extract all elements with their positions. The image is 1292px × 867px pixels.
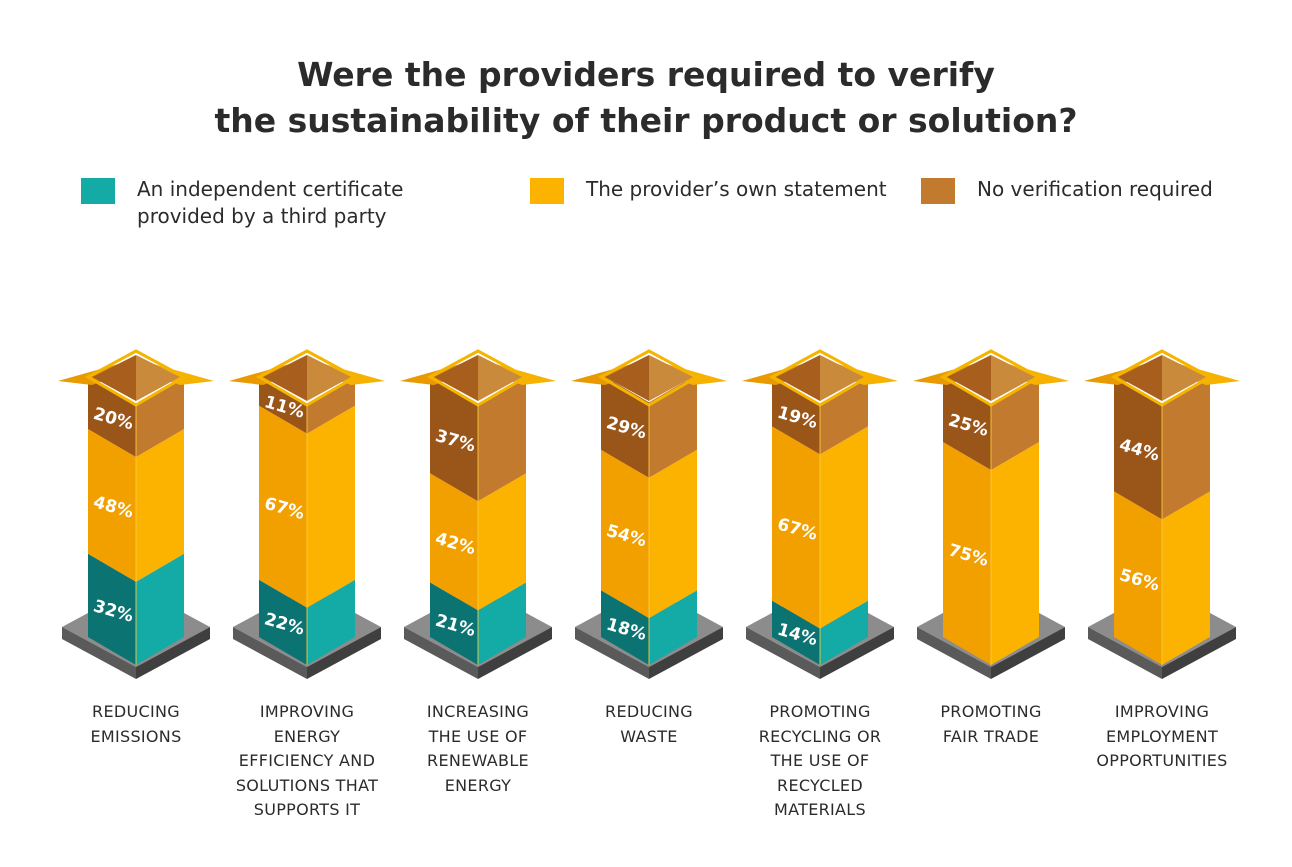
bar-segment-left [772, 377, 820, 455]
bar-segment-left [88, 553, 136, 665]
bar-segment-right [307, 579, 355, 665]
bar-top-inner-left [605, 355, 649, 401]
bar-segment-right [991, 442, 1039, 665]
bar-top-inner-right [820, 355, 864, 401]
bar-base-side-left [746, 627, 820, 679]
legend-label-no-verification: No verification required [977, 177, 1213, 201]
category-label: Promoting recycling or the use of recycl… [758, 702, 882, 819]
bar-base-side-left [233, 627, 307, 679]
chart-title-line1: Were the providers required to verify [297, 55, 995, 94]
bar-segment-right [136, 553, 184, 665]
bar-base-side-left [575, 627, 649, 679]
bar-segment-right [649, 449, 697, 619]
bar-base-side-left [62, 627, 136, 679]
legend-swatch-own-statement [530, 178, 564, 204]
category-label: Promoting fair trade [940, 702, 1042, 746]
bar-segment-right [1162, 377, 1210, 520]
bar-top-inner-right [649, 355, 693, 401]
bar-top-rim [597, 349, 701, 407]
bar-segment-left [943, 442, 991, 665]
bar-segment-left [259, 405, 307, 608]
bar-top-rim [1110, 349, 1214, 407]
bar-segment-left [601, 374, 649, 478]
chart-title-line2: the sustainability of their product or s… [214, 101, 1078, 140]
legend-swatch-third-party [81, 178, 115, 204]
bar-base-side-left [917, 627, 991, 679]
bar-segment-left [88, 377, 136, 457]
bar-segment-right [307, 377, 355, 434]
bar-segment-right [991, 377, 1039, 470]
bar-segment-right [820, 600, 868, 665]
bar-base-side-right [991, 627, 1065, 679]
bar-top-inner-left [776, 355, 820, 401]
bar-segment-left [430, 582, 478, 665]
bar-top-rim [255, 349, 359, 407]
bar-segment-left [943, 377, 991, 470]
bar-segment-right [478, 473, 526, 611]
bar-segment-left [772, 600, 820, 665]
bar-top-inner-left [947, 355, 991, 401]
category-label: Reducing waste [605, 702, 693, 746]
bar-segment-right [1162, 491, 1210, 665]
bar-segment-left [772, 426, 820, 629]
legend-label-third-party: An independent certificate provided by a… [137, 177, 404, 228]
legend-item-third-party: An independent certificate provided by a… [81, 177, 404, 230]
bar-top-inner-right [136, 355, 180, 401]
category-label: Increasing the use of renewable energy [426, 702, 530, 795]
legend-swatch-no-verification [921, 178, 955, 204]
bar-segment-right [820, 426, 868, 629]
bar-segment-right [649, 374, 697, 478]
bar-segment-right [820, 377, 868, 455]
bar-base-side-left [404, 627, 478, 679]
bar-top-rim [426, 349, 530, 407]
bar-segment-left [259, 377, 307, 434]
bar-base-side-right [649, 627, 723, 679]
bar-top-rim [768, 349, 872, 407]
bar-segment-left [88, 429, 136, 582]
chart-title: Were the providers required to verify th… [0, 52, 1292, 144]
category-label: Improving employment opportunities [1096, 702, 1228, 770]
legend-label-own-statement: The provider’s own statement [586, 177, 887, 201]
bar-base-side-right [820, 627, 894, 679]
bar-segment-left [1114, 491, 1162, 665]
bar-top-inner-left [263, 355, 307, 401]
bar-segment-right [136, 429, 184, 582]
bar-base-side-left [1088, 627, 1162, 679]
bar-segment-left [430, 473, 478, 611]
bar-base-side-right [478, 627, 552, 679]
stacked-bar-chart: 32%48%20%22%67%11%21%42%37%18%54%29%14%6… [58, 349, 1240, 679]
category-label: Reducing emissions [90, 702, 182, 746]
bar-segment-right [478, 582, 526, 665]
category-label: Improving energy efficiency and solution… [235, 702, 379, 819]
bar-base-side-right [136, 627, 210, 679]
bar-segment-right [649, 590, 697, 665]
legend-item-own-statement: The provider’s own statement [530, 177, 887, 204]
bar-top-inner-right [478, 355, 522, 401]
legend-item-no-verification: No verification required [921, 177, 1213, 204]
bar-top-inner-right [991, 355, 1035, 401]
bar-top-rim [939, 349, 1043, 407]
bar-segment-left [1114, 377, 1162, 520]
bar-top-inner-left [92, 355, 136, 401]
bar-segment-right [307, 405, 355, 608]
bar-top-inner-right [307, 355, 351, 401]
bar-segment-right [136, 377, 184, 457]
bar-segment-right [478, 377, 526, 502]
bar-base-side-right [1162, 627, 1236, 679]
bar-top-inner-left [1118, 355, 1162, 401]
bar-segment-left [601, 590, 649, 665]
bar-top-inner-left [434, 355, 478, 401]
bar-segment-left [259, 579, 307, 665]
bar-base-side-right [307, 627, 381, 679]
bar-top-rim [84, 349, 188, 407]
bar-segment-left [430, 377, 478, 502]
bar-top-inner-right [1162, 355, 1206, 401]
bar-segment-left [601, 449, 649, 619]
